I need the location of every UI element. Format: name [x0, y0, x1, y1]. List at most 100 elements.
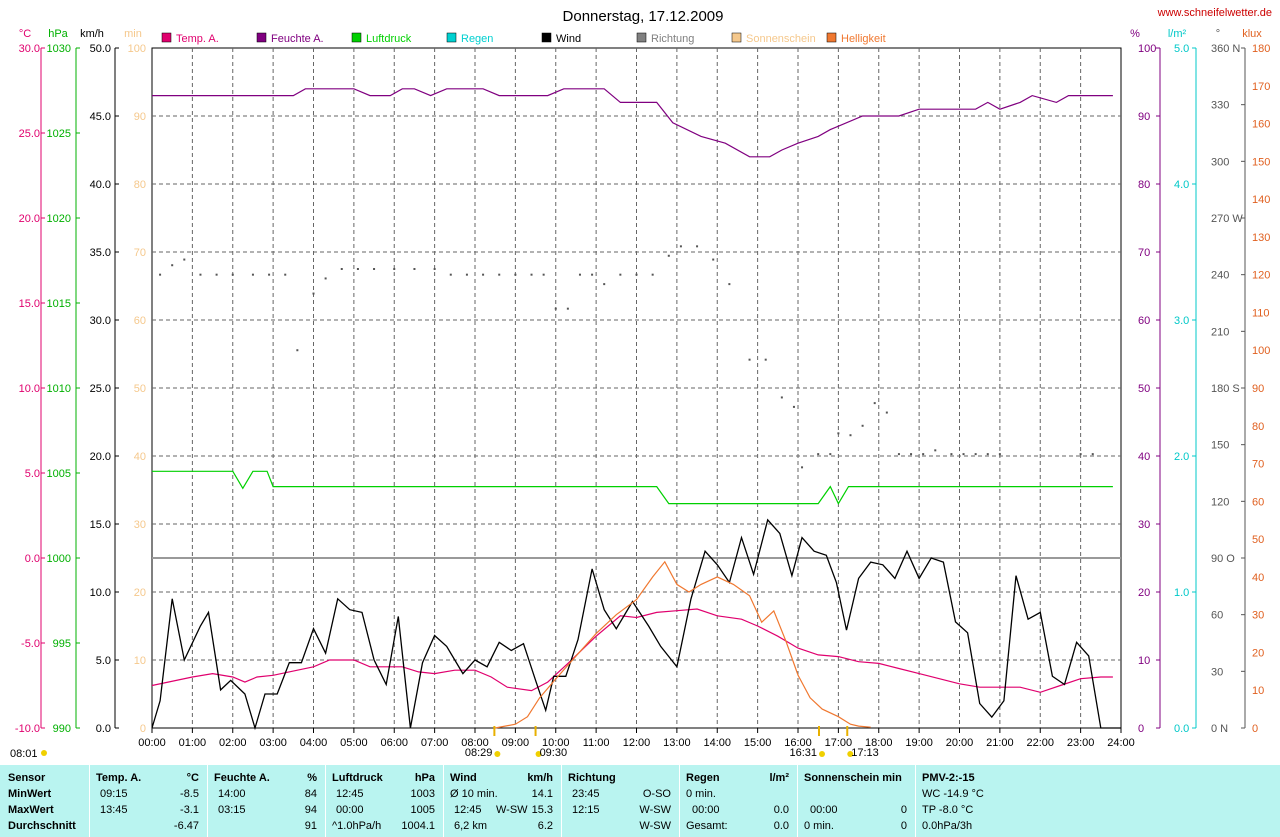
dir-tick-label: 300 [1211, 156, 1229, 168]
stats-press-header: Luftdruck [332, 772, 383, 784]
direction-point [922, 453, 925, 456]
x-tick-label: 18:00 [865, 737, 893, 749]
direction-point [373, 268, 376, 270]
temp-tick-label: 25.0 [19, 128, 40, 140]
hum-tick-label: 60 [1138, 315, 1150, 327]
x-tick-label: 11:00 [583, 737, 610, 749]
legend-label: Feuchte A. [271, 33, 324, 45]
stats-col-direction: Richtung 23:45 O-SO 12:15 W-SW W-SW [561, 765, 679, 837]
stats-dir-min-time: 23:45 [572, 788, 600, 800]
press-tick-label: 1000 [47, 553, 71, 565]
temp-tick-label: 0.0 [25, 553, 40, 565]
x-tick-label: 04:00 [300, 737, 328, 749]
stats-wind-max-time: 12:45 [454, 804, 482, 816]
wind-line [151, 518, 1121, 731]
direction-point [514, 273, 517, 276]
wind-unit-label: km/h [80, 28, 104, 40]
legend-label: Regen [461, 33, 493, 45]
direction-point [829, 453, 832, 456]
sun-tick-label: 70 [134, 247, 146, 259]
stats-temp-min-time: 09:15 [100, 788, 128, 800]
temp-tick-label: -5.0 [21, 638, 40, 650]
direction-point [171, 264, 174, 267]
stats-press-trend: ^1.0hPa/h [332, 820, 382, 832]
stats-wind-max-dir: W-SW [496, 804, 528, 816]
stats-press-max-value: 1005 [410, 804, 435, 816]
press-tick-label: 1030 [47, 43, 71, 55]
dir-tick-label: 150 [1211, 440, 1229, 452]
series-layer [41, 88, 1121, 757]
sun-marker-label: 16:31 [789, 747, 817, 759]
dir-tick-label: 0 N [1211, 723, 1228, 735]
stats-dir-min-value: O-SO [642, 788, 671, 800]
direction-point [312, 292, 315, 295]
direction-point [950, 453, 953, 456]
stats-press-min-time: 12:45 [336, 788, 364, 800]
klux-tick-label: 30 [1252, 610, 1264, 622]
wind-tick-label: 20.0 [90, 451, 111, 463]
klux-tick-label: 90 [1252, 383, 1264, 395]
wind-tick-label: 50.0 [90, 43, 111, 55]
grid-layer [151, 47, 1122, 733]
direction-point [885, 411, 888, 414]
dir-tick-label: 60 [1211, 610, 1223, 622]
x-tick-label: 23:00 [1067, 737, 1095, 749]
press-tick-label: 990 [53, 723, 71, 735]
stats-sensor-header: Sensor [8, 772, 46, 784]
direction-point [465, 273, 468, 276]
direction-point [498, 273, 501, 276]
x-tick-label: 05:00 [340, 737, 368, 749]
klux-tick-label: 50 [1252, 534, 1264, 546]
rain-unit-label: l/m² [1168, 28, 1187, 40]
direction-point [554, 307, 557, 310]
stats-temp-avg-value: -6.47 [173, 820, 199, 832]
x-tick-label: 16:00 [784, 737, 812, 749]
direction-point [449, 273, 452, 276]
direction-point [934, 449, 937, 452]
x-tick-label: 02:00 [219, 737, 247, 749]
stats-temp-max-value: -3.1 [180, 804, 199, 816]
direction-point [393, 268, 396, 270]
klux-tick-label: 70 [1252, 459, 1264, 471]
stats-sun-max-value: 0 [900, 804, 907, 816]
sun-tick-label: 40 [134, 451, 146, 463]
stats-col-pressure: Luftdruck hPa 12:45 1003 00:00 1005 ^1.0… [325, 765, 443, 837]
legend-label: Wind [556, 33, 581, 45]
stats-dir-max-value: W-SW [639, 804, 671, 816]
stats-temp-unit: °C [186, 772, 199, 784]
klux-tick-label: 100 [1252, 345, 1270, 357]
legend-swatch [826, 32, 837, 43]
direction-point [482, 273, 485, 276]
x-tick-label: 22:00 [1026, 737, 1054, 749]
wind-tick-label: 35.0 [90, 247, 111, 259]
direction-point [578, 273, 581, 276]
x-tick-label: 06:00 [380, 737, 408, 749]
stats-sun-header: Sonnenschein min [804, 772, 902, 784]
sun-tick-label: 60 [134, 315, 146, 327]
press-tick-label: 1010 [47, 383, 71, 395]
direction-point [696, 245, 699, 248]
statistics-panel: Sensor MinWert MaxWert Durchschnitt Temp… [0, 765, 1280, 837]
stats-col-temp: Temp. A. °C 09:15 -8.5 13:45 -3.1 -6.47 [89, 765, 207, 837]
temp-tick-label: -10.0 [15, 723, 40, 735]
stats-wind-avg10-label: Ø 10 min. [450, 788, 498, 800]
stats-press-unit: hPa [414, 772, 435, 784]
temp-unit-label: °C [19, 28, 31, 40]
klux-tick-label: 60 [1252, 496, 1264, 508]
x-tick-label: 14:00 [703, 737, 731, 749]
stats-rain-max-time: 00:00 [692, 804, 720, 816]
x-tick-label: 12:00 [623, 737, 651, 749]
hum-tick-label: 90 [1138, 111, 1150, 123]
direction-point [413, 268, 416, 270]
stats-press-min-value: 1003 [410, 788, 435, 800]
direction-point [962, 453, 965, 456]
website-link[interactable]: www.schneifelwetter.de [1157, 7, 1272, 19]
hum-tick-label: 10 [1138, 655, 1150, 667]
stats-rain-header: Regen [686, 772, 720, 784]
hum-tick-label: 100 [1138, 43, 1156, 55]
dir-tick-label: 30 [1211, 666, 1223, 678]
rain-tick-label: 0.0 [1174, 723, 1189, 735]
wind-tick-label: 40.0 [90, 179, 111, 191]
rain-tick-label: 3.0 [1174, 315, 1189, 327]
direction-point [667, 254, 670, 257]
